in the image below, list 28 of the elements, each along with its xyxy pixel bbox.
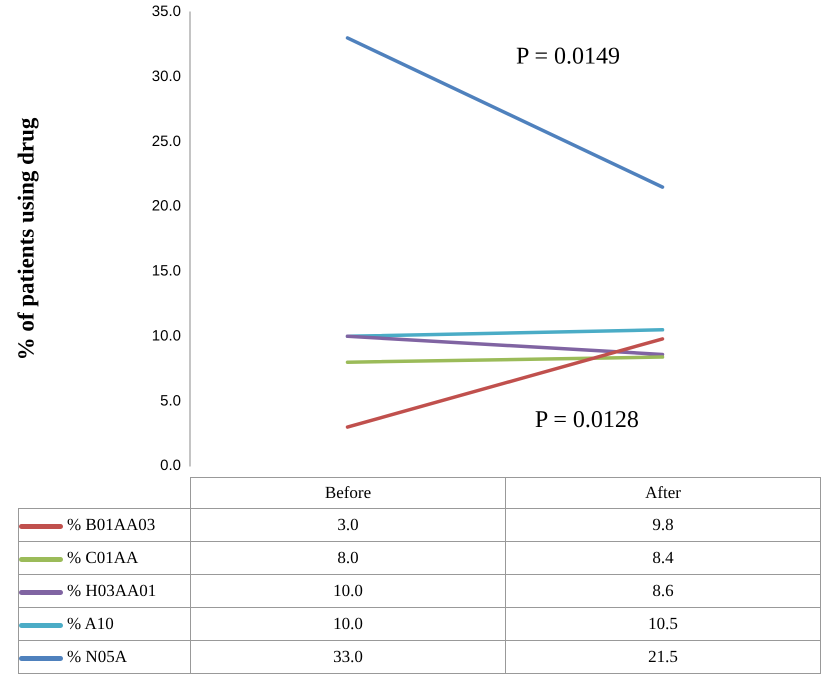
- legend-label: % A10: [18, 608, 190, 640]
- legend-label: % H03AA01: [18, 574, 190, 608]
- data-label: 10.5: [506, 608, 820, 640]
- y-tick-label: 20.0: [152, 198, 181, 215]
- data-label: 9.8: [506, 508, 820, 542]
- annotation: P = 0.0128: [534, 406, 639, 433]
- data-label: 3.0: [190, 508, 506, 542]
- y-tick-label: 5.0: [160, 392, 181, 410]
- y-tick-label: 10.0: [152, 327, 181, 344]
- y-tick-label: 35.0: [152, 3, 181, 20]
- legend-label: % B01AA03: [18, 508, 190, 542]
- y-tick-label: 30.0: [152, 68, 181, 85]
- legend-label: % N05A: [18, 640, 190, 674]
- y-tick-label: 25.0: [152, 132, 181, 150]
- data-label: 10.0: [190, 608, 506, 640]
- annotation: P = 0.0149: [516, 44, 620, 70]
- y-tick-label: 0.0: [160, 457, 181, 474]
- data-label: 8.4: [506, 542, 820, 574]
- data-label: 8.6: [506, 574, 820, 608]
- legend-label: % C01AA: [18, 542, 190, 574]
- y-tick-label: 15.0: [152, 262, 181, 280]
- y-axis-title: % of patients using drug: [14, 117, 40, 360]
- data-label: 10.0: [190, 574, 506, 608]
- x-tick-label: Before: [190, 478, 506, 508]
- data-label: 33.0: [190, 640, 506, 674]
- x-tick-label: After: [506, 478, 820, 508]
- data-label: 8.0: [190, 542, 506, 574]
- data-label: 21.5: [506, 640, 820, 674]
